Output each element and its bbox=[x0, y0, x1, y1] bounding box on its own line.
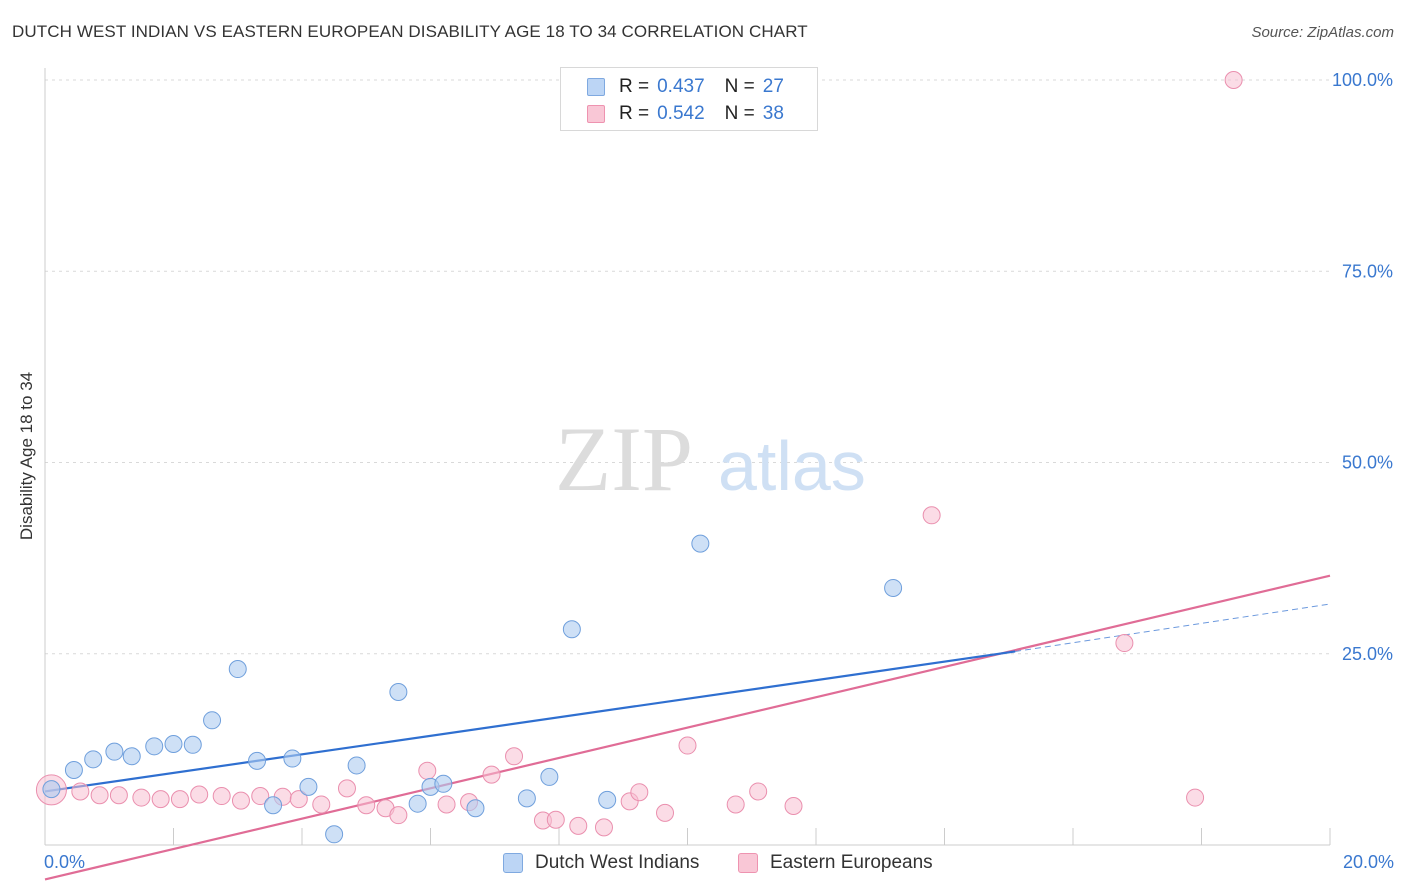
point-dutch-west-indians bbox=[466, 799, 485, 818]
source-credit: Source: ZipAtlas.com bbox=[1251, 24, 1394, 41]
point-eastern-europeans bbox=[1186, 788, 1205, 807]
chart-title: DUTCH WEST INDIAN VS EASTERN EUROPEAN DI… bbox=[12, 22, 808, 41]
point-dutch-west-indians bbox=[562, 620, 581, 639]
legend-r-value: 0.542 bbox=[657, 103, 705, 124]
point-dutch-west-indians bbox=[122, 747, 141, 766]
legend-row-dutch-west-indians: R = 0.437 N = 27 bbox=[587, 75, 784, 99]
y-tick-label: 100.0% bbox=[1332, 70, 1393, 90]
point-dutch-west-indians bbox=[884, 578, 903, 597]
point-eastern-europeans bbox=[437, 795, 456, 814]
point-dutch-west-indians bbox=[517, 789, 536, 808]
y-tick-labels: 25.0% 50.0% 75.0% 100.0% bbox=[1332, 70, 1393, 664]
trend-layer bbox=[44, 574, 1331, 881]
y-tick-label: 50.0% bbox=[1342, 453, 1393, 473]
point-dutch-west-indians bbox=[145, 737, 164, 756]
trend-line-extension bbox=[1015, 603, 1331, 652]
point-dutch-west-indians bbox=[434, 774, 453, 793]
point-eastern-europeans bbox=[389, 806, 408, 825]
point-dutch-west-indians bbox=[389, 683, 408, 701]
point-dutch-west-indians bbox=[164, 735, 183, 754]
bottom-legend-swatch-blue bbox=[503, 853, 523, 873]
point-eastern-europeans bbox=[170, 790, 189, 809]
point-dutch-west-indians bbox=[325, 825, 344, 844]
point-eastern-europeans bbox=[231, 791, 250, 810]
axis-layer bbox=[44, 68, 1331, 846]
legend-n-label: N = bbox=[724, 103, 755, 124]
point-dutch-west-indians bbox=[347, 756, 366, 775]
grid-layer bbox=[45, 79, 1330, 655]
stats-legend: R = 0.437 N = 27 R = 0.542 N = 38 bbox=[560, 67, 818, 131]
bottom-legend-item-eastern-europeans: Eastern Europeans bbox=[738, 852, 933, 874]
point-eastern-europeans bbox=[251, 787, 270, 806]
point-dutch-west-indians bbox=[84, 750, 103, 769]
bottom-legend-label: Dutch West Indians bbox=[535, 852, 700, 873]
x-tick-label-min: 0.0% bbox=[44, 852, 86, 872]
point-dutch-west-indians bbox=[64, 761, 83, 780]
trend-line-eastern-europeans bbox=[44, 574, 1331, 881]
point-eastern-europeans bbox=[482, 765, 501, 784]
point-dutch-west-indians bbox=[203, 711, 222, 730]
point-eastern-europeans bbox=[151, 790, 170, 809]
bottom-legend-label: Eastern Europeans bbox=[770, 852, 933, 873]
point-dutch-west-indians bbox=[283, 749, 302, 768]
point-eastern-europeans bbox=[312, 795, 331, 814]
point-dutch-west-indians bbox=[264, 796, 283, 815]
point-dutch-west-indians bbox=[408, 794, 427, 813]
point-dutch-west-indians bbox=[248, 751, 267, 770]
point-eastern-europeans bbox=[418, 761, 437, 780]
legend-swatch-blue bbox=[587, 78, 605, 96]
point-eastern-europeans bbox=[749, 782, 768, 801]
point-eastern-europeans bbox=[289, 790, 308, 809]
point-eastern-europeans bbox=[71, 782, 90, 801]
point-eastern-europeans bbox=[546, 810, 565, 829]
point-eastern-europeans bbox=[594, 818, 613, 837]
point-eastern-europeans bbox=[1224, 71, 1243, 89]
trend-line-dutch-west-indians bbox=[44, 650, 1016, 793]
point-dutch-west-indians bbox=[42, 780, 61, 799]
point-eastern-europeans bbox=[90, 786, 109, 805]
watermark-atlas: atlas bbox=[718, 427, 866, 505]
legend-r-label: R = bbox=[619, 103, 650, 124]
point-eastern-europeans bbox=[1115, 634, 1134, 653]
point-eastern-europeans bbox=[190, 785, 209, 804]
watermark: ZIP atlas bbox=[555, 408, 866, 510]
point-dutch-west-indians bbox=[105, 742, 124, 761]
point-eastern-europeans bbox=[505, 747, 524, 766]
y-tick-label: 25.0% bbox=[1342, 644, 1393, 664]
point-eastern-europeans bbox=[212, 787, 231, 806]
point-eastern-europeans bbox=[678, 736, 697, 755]
legend-n-value: 38 bbox=[762, 103, 784, 124]
point-dutch-west-indians bbox=[540, 767, 559, 786]
legend-n-value: 27 bbox=[762, 76, 784, 97]
point-eastern-europeans bbox=[922, 506, 941, 525]
point-eastern-europeans bbox=[109, 786, 128, 805]
point-dutch-west-indians bbox=[691, 534, 710, 553]
x-tick-label-max: 20.0% bbox=[1342, 852, 1394, 872]
points-layer bbox=[35, 71, 1243, 844]
point-dutch-west-indians bbox=[598, 790, 617, 809]
point-eastern-europeans bbox=[337, 779, 356, 798]
point-eastern-europeans bbox=[132, 788, 151, 807]
point-eastern-europeans bbox=[569, 816, 588, 835]
point-dutch-west-indians bbox=[183, 735, 202, 754]
point-eastern-europeans bbox=[784, 796, 803, 815]
y-tick-label: 75.0% bbox=[1342, 261, 1393, 281]
legend-row-eastern-europeans: R = 0.542 N = 38 bbox=[587, 102, 784, 126]
point-eastern-europeans bbox=[656, 803, 675, 822]
legend-r-value: 0.437 bbox=[657, 76, 705, 97]
point-dutch-west-indians bbox=[228, 660, 247, 679]
watermark-zip: ZIP bbox=[555, 408, 693, 510]
legend-r-label: R = bbox=[619, 76, 650, 97]
bottom-legend-item-dutch-west-indians: Dutch West Indians bbox=[503, 852, 699, 874]
bottom-legend-swatch-pink bbox=[738, 853, 758, 873]
point-dutch-west-indians bbox=[299, 777, 318, 796]
legend-swatch-pink bbox=[587, 105, 605, 123]
point-eastern-europeans bbox=[630, 783, 649, 802]
legend-n-label: N = bbox=[724, 76, 755, 97]
point-eastern-europeans bbox=[726, 795, 745, 814]
point-eastern-europeans bbox=[357, 796, 376, 815]
